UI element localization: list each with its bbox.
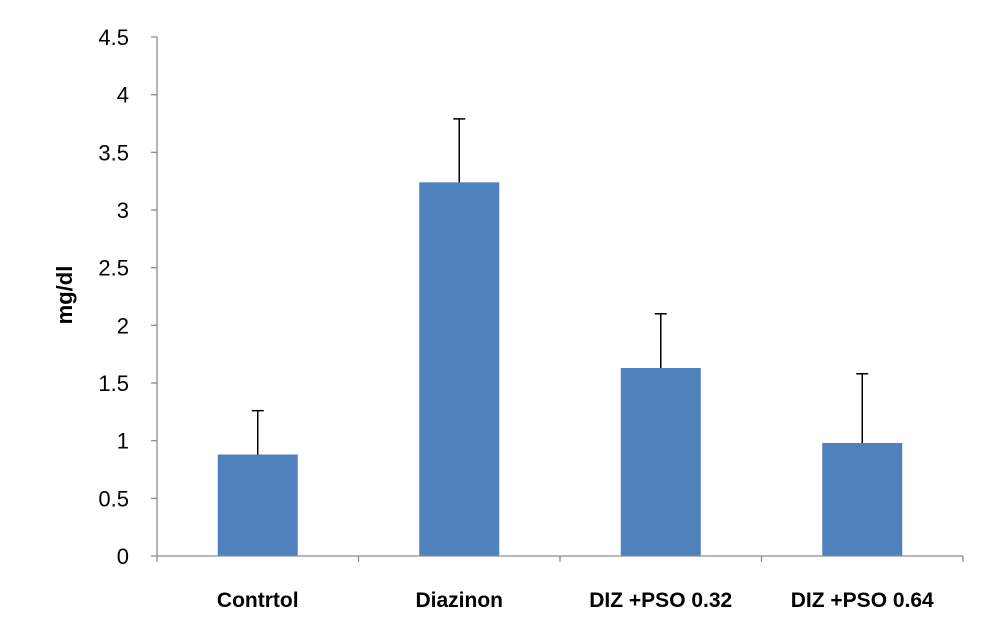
y-tick-label: 3 [117, 198, 129, 223]
bar-4 [822, 442, 903, 556]
bars [217, 182, 903, 556]
y-tick-label: 2 [117, 313, 129, 338]
y-axis-title: mg/dl [52, 266, 77, 325]
x-axis-labels: Contrtol Diazinon DIZ +PSO 0.32 DIZ +PSO 0.… [217, 589, 934, 612]
error-bars [251, 118, 869, 455]
bar-3 [620, 368, 701, 556]
y-tick-label: 1.5 [98, 371, 129, 396]
x-category-label: DIZ +PSO 0.32 [589, 589, 732, 612]
error-bar-3 [654, 313, 667, 369]
x-category-label: Diazinon [416, 589, 504, 612]
y-tick-label: 3.5 [98, 140, 129, 165]
y-tick-label: 2.5 [98, 256, 129, 281]
error-bar-2 [453, 118, 466, 183]
bar-2 [419, 182, 500, 556]
x-category-label: Contrtol [217, 589, 299, 612]
y-axis-ticks: 0 0.5 1 1.5 2 2.5 3 3.5 4 4.5 [98, 25, 964, 569]
y-tick-label: 4.5 [98, 25, 129, 50]
x-category-label: DIZ +PSO 0.64 [791, 589, 934, 612]
y-tick-label: 0 [117, 544, 129, 569]
bar-1 [217, 454, 298, 556]
y-tick-label: 0.5 [98, 486, 129, 511]
error-bar-1 [251, 409, 264, 455]
y-tick-label: 1 [117, 429, 129, 454]
error-bar-4 [856, 373, 869, 443]
y-tick-label: 4 [117, 83, 129, 108]
